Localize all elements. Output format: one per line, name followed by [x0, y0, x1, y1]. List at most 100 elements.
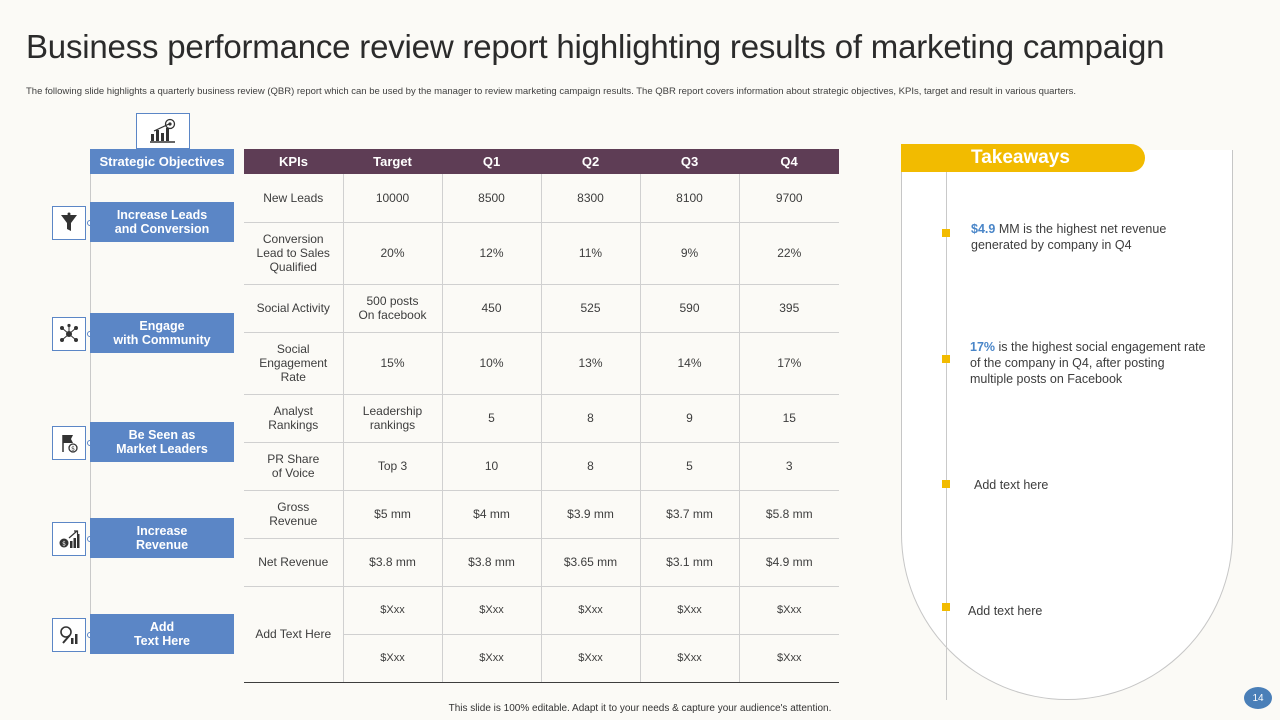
objective-label-line1: Add	[149, 620, 175, 634]
quarter-cell: $3.9 mm	[540, 490, 640, 539]
objective-engage-community[interactable]: Engage with Community	[90, 313, 234, 353]
table-row: $Xxx $Xxx $Xxx $Xxx $Xxx	[244, 634, 839, 683]
kpi-cell: Net Revenue	[244, 538, 343, 587]
table-row: Add Text Here $Xxx $Xxx $Xxx $Xxx $Xxx	[244, 586, 839, 683]
cell-text: Conversion	[262, 232, 324, 246]
takeaway-item: Add text here	[968, 604, 1043, 618]
flag-icon: $	[52, 426, 86, 460]
cell-text: Revenue	[269, 514, 318, 528]
network-icon	[52, 317, 86, 351]
quarter-cell: 9%	[639, 222, 739, 285]
cell-text: Lead to Sales	[256, 246, 330, 260]
column-header: Q1	[442, 149, 541, 174]
money-growth-icon: $	[52, 522, 86, 556]
target-cell: $3.8 mm	[342, 538, 442, 587]
objective-label-line1: Engage	[139, 319, 185, 333]
takeaway-highlight: $4.9	[971, 222, 996, 236]
takeaway-item: 17% is the highest social engagement rat…	[970, 339, 1210, 387]
table-row: Analyst Rankings Leadership rankings 5 8 9 15	[244, 394, 839, 443]
placeholder-cell: $Xxx	[441, 586, 541, 635]
table-row: Social Activity 500 posts On facebook 450 52…	[244, 284, 839, 333]
quarter-cell: 14%	[639, 332, 739, 395]
objective-label-line1: Increase	[136, 524, 188, 538]
quarter-cell: $3.65 mm	[540, 538, 640, 587]
cell-text: Analyst	[273, 404, 313, 418]
cell-text: Social	[276, 342, 310, 356]
target-cell: Top 3	[342, 442, 442, 491]
quarter-cell: 8500	[441, 174, 541, 223]
objective-label-line2: and Conversion	[114, 222, 210, 236]
quarter-cell: 5	[441, 394, 541, 443]
quarter-cell: 5	[639, 442, 739, 491]
table-row: New Leads 10000 8500 8300 8100 9700	[244, 174, 839, 223]
takeaway-bullet	[942, 229, 950, 237]
objective-increase-revenue[interactable]: Increase Revenue	[90, 518, 234, 558]
quarter-cell: 8	[540, 442, 640, 491]
target-chart-icon	[136, 113, 190, 149]
cell-text: Gross	[277, 500, 310, 514]
quarter-cell: 17%	[738, 332, 839, 395]
cell-text: $3.8 mm	[369, 555, 416, 569]
column-header: Target	[343, 149, 442, 174]
kpi-cell: Analyst Rankings	[244, 394, 343, 443]
takeaways-line	[946, 172, 947, 700]
target-cell: $5 mm	[342, 490, 442, 539]
placeholder-cell: $Xxx	[342, 586, 442, 635]
objective-market-leaders[interactable]: Be Seen as Market Leaders	[90, 422, 234, 462]
svg-text:$: $	[71, 446, 75, 453]
objectives-connector-line	[90, 173, 91, 654]
takeaway-bullet	[942, 355, 950, 363]
kpi-cell: Gross Revenue	[244, 490, 343, 539]
cell-text: Rate	[280, 370, 306, 384]
placeholder-cell: $Xxx	[540, 586, 640, 635]
cell-text: of Voice	[271, 466, 315, 480]
page-title: Business performance review report highl…	[26, 28, 1165, 65]
target-cell: 20%	[342, 222, 442, 285]
kpi-table: KPIs Target Q1 Q2 Q3 Q4 New Leads 10000 85…	[244, 149, 839, 683]
quarter-cell: 9	[639, 394, 739, 443]
placeholder-cell: $Xxx	[639, 586, 739, 635]
cell-text: 20%	[380, 246, 405, 260]
quarter-cell: 9700	[738, 174, 839, 223]
quarter-cell: $4.9 mm	[738, 538, 839, 587]
takeaway-text: MM is the highest net revenue generated …	[971, 222, 1167, 252]
objective-label-line1: Be Seen as	[128, 428, 196, 442]
placeholder-cell: $Xxx	[342, 634, 442, 683]
cell-text: 500 posts	[366, 294, 419, 308]
column-header: Q4	[739, 149, 839, 174]
strategic-objectives-header: Strategic Objectives	[90, 149, 234, 174]
quarter-cell: 8100	[639, 174, 739, 223]
table-row: PR Share of Voice Top 3 10 8 5 3	[244, 442, 839, 491]
kpi-cell: Social Activity	[244, 284, 343, 333]
quarter-cell: $3.1 mm	[639, 538, 739, 587]
cell-text: On facebook	[358, 308, 427, 322]
cell-text: Net Revenue	[258, 555, 329, 569]
quarter-cell: $5.8 mm	[738, 490, 839, 539]
target-cell: 10000	[342, 174, 442, 223]
cell-text: PR Share	[267, 452, 320, 466]
objective-increase-leads[interactable]: Increase Leads and Conversion	[90, 202, 234, 242]
target-cell: 500 posts On facebook	[342, 284, 442, 333]
quarter-cell: $4 mm	[441, 490, 541, 539]
takeaways-panel	[901, 150, 1233, 700]
cell-text: 15%	[380, 356, 405, 370]
quarter-cell: 11%	[540, 222, 640, 285]
cell-text: Social Activity	[256, 301, 330, 315]
kpi-cell: Conversion Lead to Sales Qualified	[244, 222, 343, 285]
growth-magnifier-icon	[52, 618, 86, 652]
quarter-cell: 13%	[540, 332, 640, 395]
funnel-icon	[52, 206, 86, 240]
column-header: Q2	[541, 149, 640, 174]
target-cell: 15%	[342, 332, 442, 395]
quarter-cell: 395	[738, 284, 839, 333]
quarter-cell: 3	[738, 442, 839, 491]
table-row: Social Engagement Rate 15% 10% 13% 14% 17%	[244, 332, 839, 395]
quarter-cell: 10	[441, 442, 541, 491]
cell-text: Engagement	[259, 356, 328, 370]
quarter-cell: 8	[540, 394, 640, 443]
objective-add-text[interactable]: Add Text Here	[90, 614, 234, 654]
cell-text: rankings	[369, 418, 416, 432]
cell-text: $5 mm	[374, 507, 411, 521]
column-header: KPIs	[244, 149, 343, 174]
objective-label-line2: Revenue	[135, 538, 189, 552]
